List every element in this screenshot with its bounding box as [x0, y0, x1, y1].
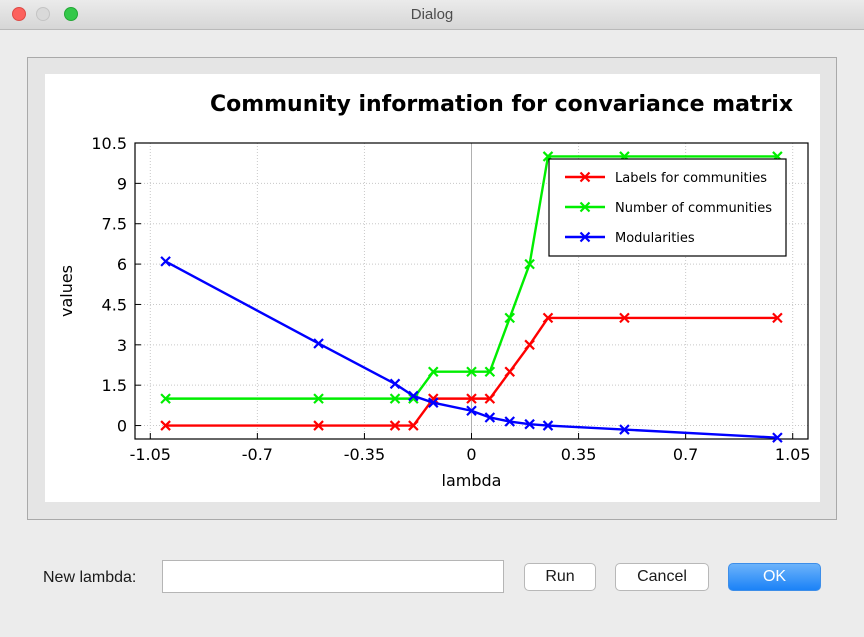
x-tick-label: 0.35 [561, 445, 597, 464]
legend-label: Modularities [615, 231, 695, 246]
data-point [542, 312, 554, 324]
data-point [408, 393, 419, 404]
data-point [504, 312, 516, 324]
data-point [619, 312, 630, 324]
chart-title: Community information for convariance ma… [210, 92, 793, 117]
data-point [389, 393, 401, 404]
legend-marker [579, 171, 591, 183]
x-tick-label: 0 [466, 445, 476, 464]
data-point [619, 424, 630, 435]
y-tick-label: 1.5 [102, 376, 127, 395]
series-line [165, 316, 778, 427]
x-tick-label: 1.05 [775, 445, 811, 464]
data-point [466, 405, 477, 417]
x-tick-label: 0.7 [673, 445, 698, 464]
x-tick-label: -1.05 [130, 445, 171, 464]
zoom-window-button[interactable] [64, 7, 78, 21]
data-point [427, 366, 439, 378]
data-point [160, 256, 171, 267]
data-point [408, 390, 419, 402]
new-lambda-label: New lambda: [43, 569, 137, 586]
data-point [160, 420, 171, 431]
y-tick-label: 3 [117, 336, 127, 355]
community-chart: Community information for convariance ma… [57, 92, 811, 490]
data-point [484, 393, 496, 404]
legend-label: Number of communities [615, 201, 772, 216]
data-point [160, 393, 171, 404]
cancel-button[interactable]: Cancel [615, 563, 709, 591]
data-point [524, 258, 535, 270]
y-tick-label: 6 [117, 255, 127, 274]
lambda-form: New lambda: Run Cancel OK [0, 555, 864, 599]
data-point [524, 418, 535, 430]
data-point [772, 432, 783, 443]
data-point [389, 378, 401, 390]
data-point [408, 420, 419, 431]
data-point [772, 312, 783, 324]
data-point [484, 366, 496, 378]
close-window-button[interactable] [12, 7, 26, 21]
y-tick-label: 0 [117, 417, 127, 436]
window-title: Dialog [410, 6, 454, 23]
data-point [466, 366, 477, 378]
data-point [313, 338, 324, 349]
title-bar: Dialog [0, 0, 864, 30]
data-point [524, 339, 535, 351]
data-point [389, 420, 401, 431]
data-point [542, 420, 554, 431]
y-tick-label: 9 [117, 174, 127, 193]
legend-label: Labels for communities [615, 171, 767, 186]
data-point [313, 393, 324, 404]
data-point [504, 366, 516, 378]
x-axis-label: lambda [442, 471, 502, 490]
legend-marker [579, 201, 591, 213]
minimize-window-button[interactable] [36, 7, 50, 21]
run-button[interactable]: Run [524, 563, 596, 591]
y-axis-label: values [57, 265, 76, 317]
legend-marker [579, 231, 591, 243]
series-line [165, 260, 778, 439]
y-tick-label: 4.5 [102, 295, 127, 314]
new-lambda-input[interactable] [162, 560, 504, 593]
data-point [313, 420, 324, 431]
data-point [466, 393, 477, 404]
x-tick-label: -0.7 [242, 445, 273, 464]
y-tick-label: 7.5 [102, 215, 127, 234]
y-tick-label: 10.5 [91, 134, 127, 153]
data-point [427, 397, 439, 408]
series-line [165, 155, 778, 400]
x-tick-label: -0.35 [344, 445, 385, 464]
data-point [504, 416, 516, 427]
data-point [484, 412, 496, 423]
ok-button[interactable]: OK [728, 563, 821, 591]
chart-panel: Community information for convariance ma… [45, 74, 820, 502]
